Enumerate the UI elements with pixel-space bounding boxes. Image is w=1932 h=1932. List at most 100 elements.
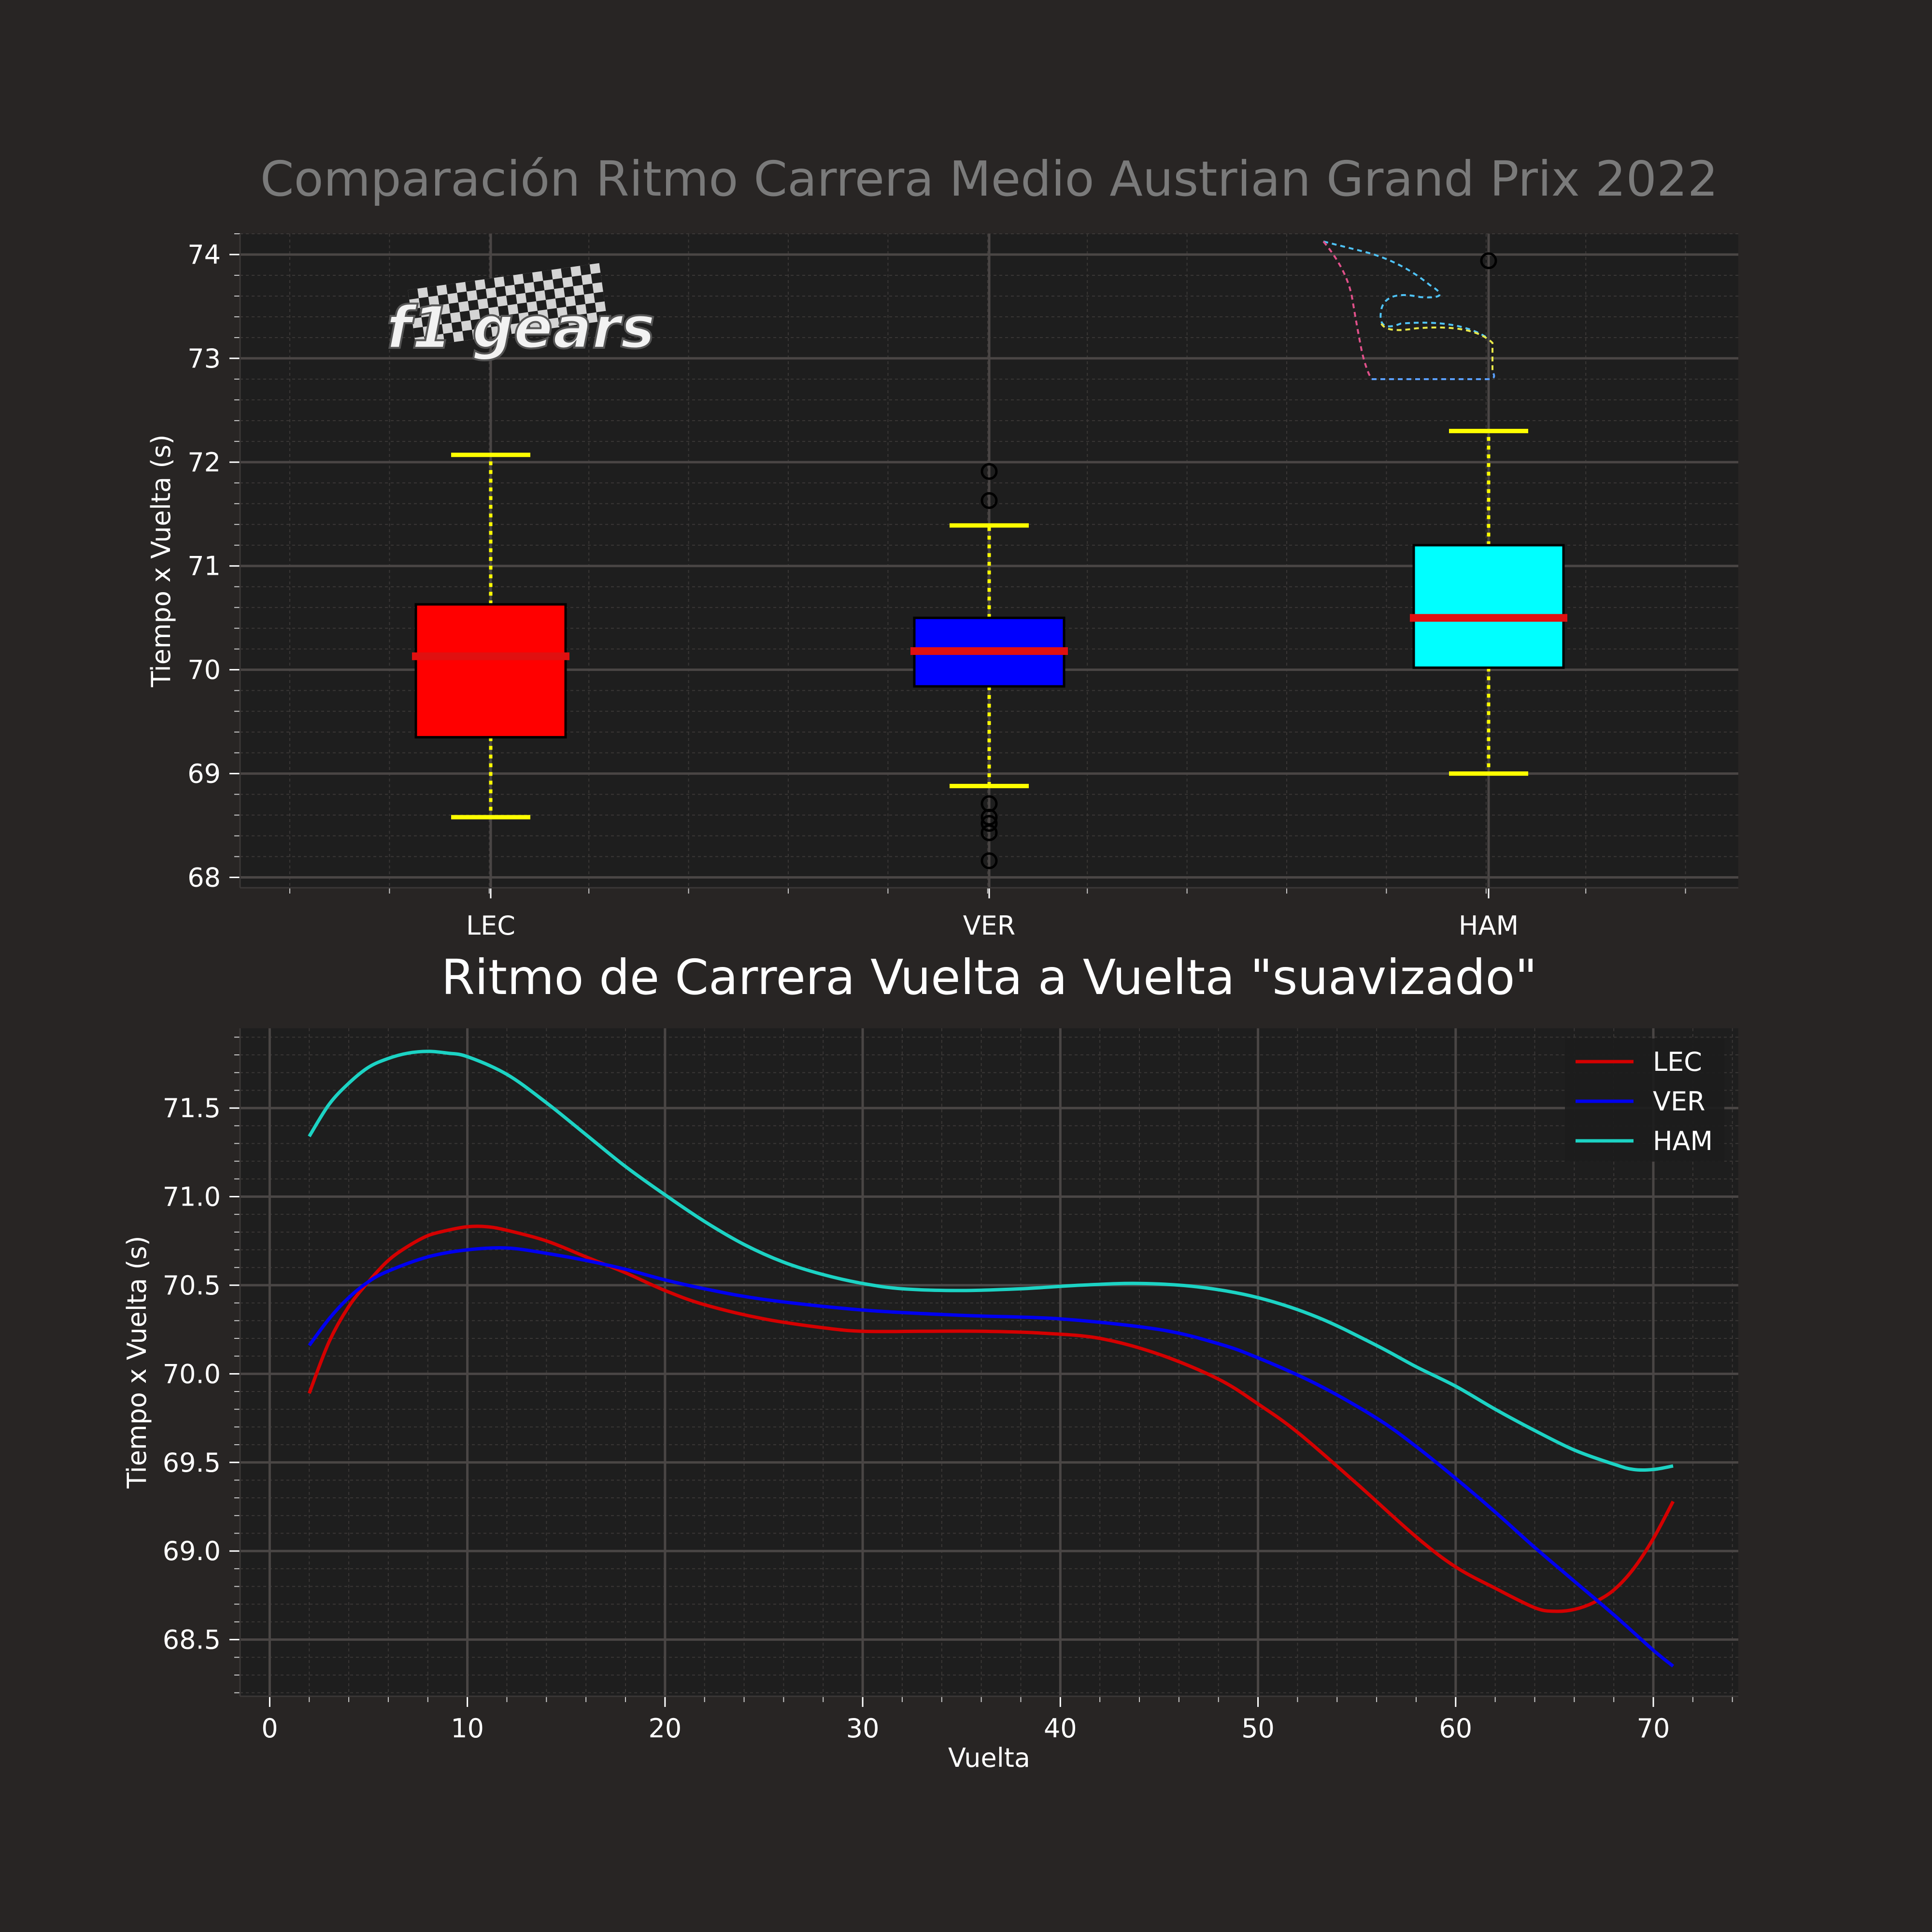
checker-square bbox=[481, 327, 493, 338]
outlier-point bbox=[1480, 252, 1497, 270]
checker-square bbox=[408, 288, 419, 300]
boxplot-axes: f1 gears 68 69 70 71 72 73 74 LEC VER HAM Compar… bbox=[146, 151, 1738, 941]
boxplot-title: Comparación Ritmo Carrera Medio Austrian… bbox=[260, 151, 1719, 207]
checker-square bbox=[487, 297, 498, 308]
checker-square bbox=[465, 280, 476, 292]
linechart-xtick-label: 70 bbox=[1637, 1713, 1670, 1744]
boxplot-ticks bbox=[229, 233, 1686, 898]
legend: LEC VER HAM bbox=[1565, 1038, 1724, 1162]
checker-square bbox=[424, 335, 435, 346]
checker-square bbox=[498, 305, 509, 316]
boxplot-ytick-label: 69 bbox=[187, 759, 221, 789]
boxplot-boxes bbox=[412, 252, 1567, 869]
linechart-series bbox=[307, 1050, 1675, 1668]
linechart-ytick-label: 71.5 bbox=[163, 1093, 221, 1123]
checker-square bbox=[566, 305, 578, 316]
checker-square bbox=[577, 313, 588, 325]
legend-label-ham: HAM bbox=[1653, 1126, 1713, 1156]
checker-square bbox=[451, 321, 463, 333]
linechart-xtick-label: 0 bbox=[261, 1713, 278, 1744]
checker-square bbox=[484, 278, 496, 289]
linechart-ylabel: Tiempo x Vuelta (s) bbox=[122, 1236, 152, 1489]
boxplot-ytick-label: 73 bbox=[187, 343, 221, 374]
outlier-point bbox=[980, 463, 998, 480]
checker-square bbox=[470, 319, 482, 330]
linechart-ytick-label: 69.5 bbox=[163, 1448, 221, 1478]
box-ham bbox=[1410, 252, 1567, 776]
checker-square bbox=[523, 272, 534, 284]
outlier-point bbox=[980, 492, 998, 509]
checker-square bbox=[520, 322, 531, 333]
linechart-ticks bbox=[229, 1037, 1733, 1707]
checker-square bbox=[561, 267, 572, 278]
outlier-point bbox=[980, 852, 998, 869]
checker-square bbox=[514, 283, 526, 295]
checker-square bbox=[419, 297, 430, 308]
boxplot-xtick-labels: LEC VER HAM bbox=[466, 910, 1519, 941]
legend-label-ver: VER bbox=[1653, 1086, 1705, 1117]
checker-square bbox=[553, 278, 564, 289]
checker-square bbox=[500, 324, 512, 336]
checker-square bbox=[509, 313, 520, 325]
checker-square bbox=[427, 286, 438, 297]
linechart-ytick-labels: 68.5 69.0 69.5 70.0 70.5 71.0 71.5 bbox=[163, 1093, 221, 1655]
checker-square bbox=[585, 302, 597, 314]
linechart-xtick-label: 30 bbox=[846, 1713, 880, 1744]
checker-square bbox=[490, 316, 501, 327]
boxplot-ytick-label: 70 bbox=[187, 655, 221, 685]
checker-square bbox=[468, 299, 479, 311]
outlier-point bbox=[980, 815, 998, 832]
legend-label-lec: LEC bbox=[1653, 1047, 1702, 1077]
boxplot-xtick-label: LEC bbox=[466, 910, 515, 941]
checker-square bbox=[462, 329, 473, 341]
series-line-ver bbox=[308, 1246, 1675, 1668]
checker-square bbox=[413, 327, 425, 338]
box-ver bbox=[910, 463, 1068, 869]
box-iqr bbox=[414, 603, 567, 739]
boxplot-ylabel: Tiempo x Vuelta (s) bbox=[146, 434, 176, 687]
linechart-xtick-label: 20 bbox=[648, 1713, 682, 1744]
checker-square bbox=[503, 275, 515, 286]
checker-square bbox=[533, 281, 545, 292]
f1gears-logo: f1 gears bbox=[385, 263, 656, 363]
linechart-xlabel: Vuelta bbox=[948, 1743, 1030, 1773]
checker-square bbox=[446, 283, 457, 295]
checker-square bbox=[591, 272, 602, 284]
boxplot-ytick-label: 68 bbox=[187, 863, 221, 893]
checker-square bbox=[544, 289, 555, 300]
box-lec bbox=[412, 453, 569, 820]
checker-square bbox=[429, 305, 441, 316]
checker-square bbox=[563, 286, 575, 298]
checker-square bbox=[476, 288, 487, 300]
checker-square bbox=[596, 311, 608, 322]
checker-square bbox=[411, 308, 422, 319]
checker-square bbox=[506, 294, 517, 305]
checker-square bbox=[517, 302, 528, 313]
checker-square bbox=[539, 319, 550, 330]
checker-square bbox=[536, 299, 547, 311]
boxplot-xtick-label: HAM bbox=[1459, 910, 1519, 941]
linechart-xtick-label: 40 bbox=[1044, 1713, 1077, 1744]
linechart-axes: 68.5 69.0 69.5 70.0 70.5 71.0 71.5 0 10 20 30 40 50… bbox=[122, 949, 1738, 1773]
linechart-ytick-label: 70.0 bbox=[163, 1359, 221, 1389]
checker-square bbox=[541, 270, 553, 281]
linechart-ytick-label: 69.0 bbox=[163, 1536, 221, 1566]
linechart-xtick-label: 60 bbox=[1439, 1713, 1472, 1744]
series-line-lec bbox=[307, 1224, 1675, 1613]
boxplot-ytick-labels: 68 69 70 71 72 73 74 bbox=[187, 240, 221, 893]
checker-square bbox=[495, 286, 507, 297]
checker-square bbox=[558, 316, 569, 327]
checker-square bbox=[555, 297, 567, 308]
boxplot-ytick-label: 72 bbox=[187, 447, 221, 478]
checker-square bbox=[449, 302, 460, 313]
checker-square bbox=[571, 275, 583, 286]
boxplot-xtick-label: VER bbox=[963, 910, 1016, 941]
checker-square bbox=[525, 291, 537, 303]
box-iqr bbox=[1412, 544, 1565, 669]
checker-square bbox=[479, 308, 490, 319]
linechart-ytick-label: 70.5 bbox=[163, 1270, 221, 1301]
checker-square bbox=[457, 291, 468, 303]
boxplot-ytick-label: 71 bbox=[187, 551, 221, 582]
outlier-point bbox=[980, 824, 998, 841]
linechart-title: Ritmo de Carrera Vuelta a Vuelta "suaviz… bbox=[441, 949, 1537, 1006]
